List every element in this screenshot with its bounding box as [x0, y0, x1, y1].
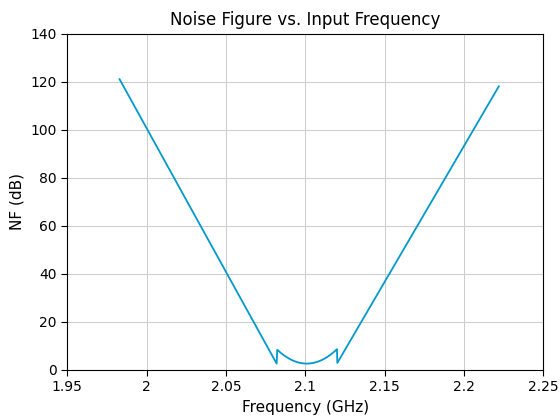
Title: Noise Figure vs. Input Frequency: Noise Figure vs. Input Frequency: [170, 11, 440, 29]
Y-axis label: NF (dB): NF (dB): [10, 173, 25, 230]
X-axis label: Frequency (GHz): Frequency (GHz): [241, 399, 369, 415]
